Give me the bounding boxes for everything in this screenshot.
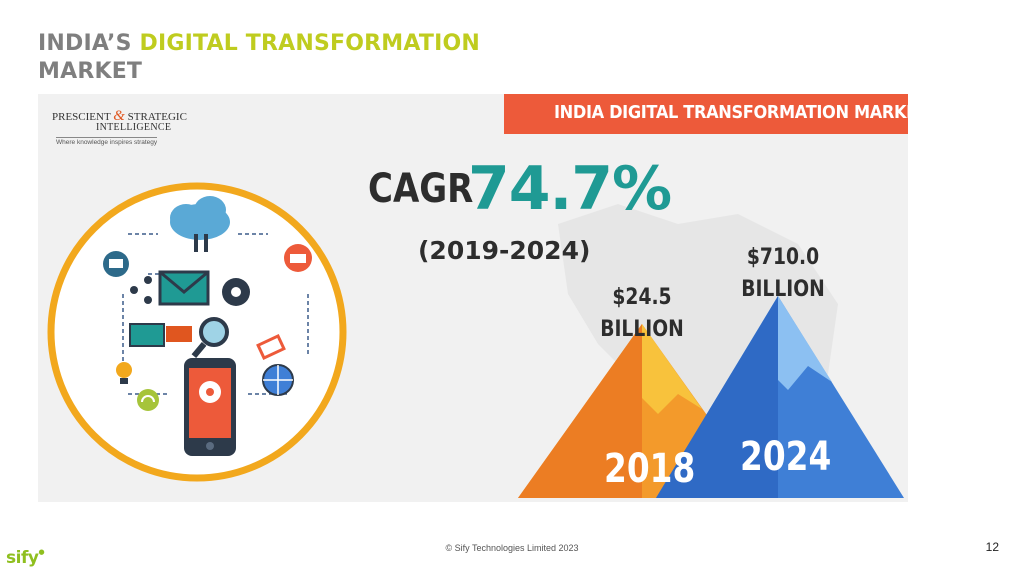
hand-icon bbox=[166, 326, 192, 342]
value-2018-amount: $24.5 bbox=[612, 285, 672, 310]
chat-icon bbox=[103, 251, 129, 277]
cagr-period: (2019-2024) bbox=[418, 236, 591, 265]
value-2018: $24.5 BILLION bbox=[600, 282, 685, 346]
logo-ampersand: & bbox=[113, 108, 125, 124]
cagr-block: CAGR 74.7% bbox=[368, 154, 672, 224]
cloud-icon bbox=[170, 196, 230, 252]
sify-logo: sify● bbox=[6, 548, 45, 568]
year-2024-label: 2024 bbox=[740, 434, 832, 480]
title-part1: INDIA’S bbox=[38, 31, 140, 56]
page-number: 12 bbox=[985, 540, 999, 554]
market-infographic: PRESCIENT & STRATEGIC INTELLIGENCE Where… bbox=[38, 94, 908, 502]
value-2024-amount: $710.0 bbox=[746, 245, 820, 270]
mountain-2024 bbox=[656, 296, 904, 498]
network-icon bbox=[130, 276, 152, 304]
logo-word-prescient: PRESCIENT bbox=[52, 111, 111, 123]
shopping-basket-icon bbox=[284, 244, 312, 272]
cagr-value: 74.7% bbox=[468, 154, 672, 224]
tag-icon bbox=[256, 334, 286, 360]
slide-title: INDIA’S DIGITAL TRANSFORMATION MARKET bbox=[38, 30, 558, 86]
magnifier-icon bbox=[191, 317, 229, 359]
value-2018-unit: BILLION bbox=[600, 317, 684, 342]
title-part3: MARKET bbox=[38, 59, 143, 84]
logo-word-strategic: STRATEGIC bbox=[127, 111, 187, 123]
envelope-icon bbox=[158, 270, 210, 306]
infographic-artwork bbox=[47, 182, 904, 498]
card-icon bbox=[129, 323, 165, 347]
smartphone-icon bbox=[184, 358, 236, 456]
wifi-icon bbox=[137, 389, 159, 411]
lightbulb-icon bbox=[116, 362, 132, 384]
globe-icon bbox=[262, 364, 294, 396]
banner: INDIA DIGITAL TRANSFORMATION MARKET bbox=[504, 94, 908, 134]
brand-name: sify bbox=[6, 548, 39, 568]
value-2024-unit: BILLION bbox=[741, 277, 825, 302]
gear-icon bbox=[222, 278, 250, 306]
logo-word-intelligence: INTELLIGENCE bbox=[96, 122, 172, 133]
value-2024: $710.0 BILLION bbox=[736, 242, 830, 306]
logo-tagline: Where knowledge inspires strategy bbox=[56, 137, 158, 146]
banner-title: INDIA DIGITAL TRANSFORMATION MARKET bbox=[554, 102, 908, 123]
copyright-footer: © Sify Technologies Limited 2023 bbox=[445, 543, 579, 553]
prescient-strategic-logo: PRESCIENT & STRATEGIC INTELLIGENCE Where… bbox=[52, 108, 192, 148]
title-accent: DIGITAL TRANSFORMATION bbox=[139, 31, 481, 56]
year-2018-label: 2018 bbox=[604, 446, 696, 492]
cagr-label: CAGR bbox=[368, 166, 474, 212]
